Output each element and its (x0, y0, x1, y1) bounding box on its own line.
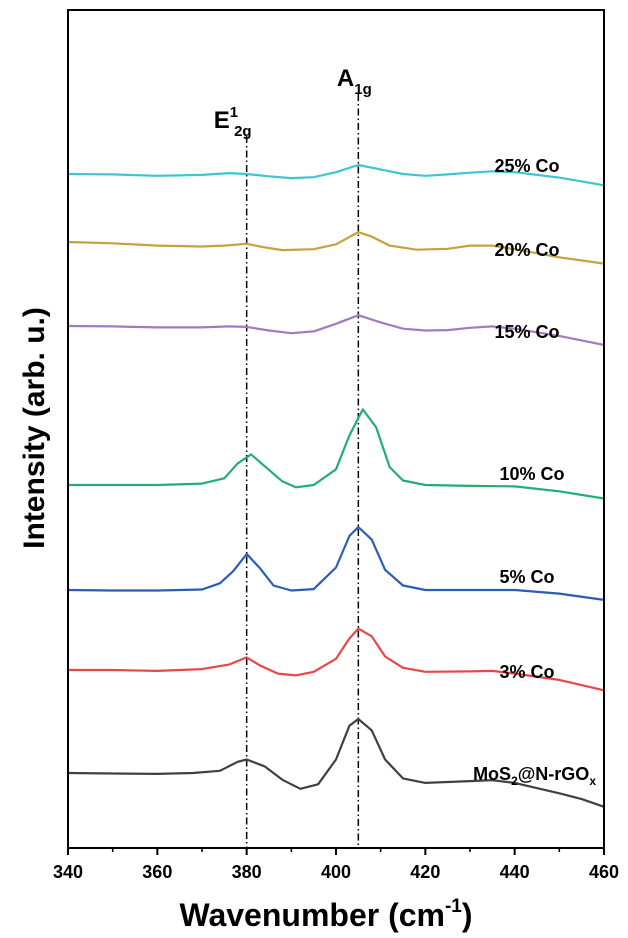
x-tick-label: 380 (232, 862, 262, 882)
x-tick-label: 460 (589, 862, 619, 882)
x-axis-title-main: Wavenumber (cm (179, 897, 445, 933)
series-label: MoS2@N-rGOx (473, 764, 596, 788)
x-tick-label: 420 (410, 862, 440, 882)
x-axis-title: Wavenumber (cm-1) (179, 896, 472, 933)
series-line (67, 231, 605, 265)
series-label: 5% Co (499, 567, 554, 587)
plot-frame (67, 9, 605, 849)
series-line (67, 314, 605, 346)
x-tick-label: 340 (53, 862, 83, 882)
peak-label-main: A (337, 65, 354, 92)
x-axis-title-sup: -1 (445, 896, 462, 917)
peak-label: E1 2g (214, 104, 252, 140)
series-labels: 25% Co 20% Co 15% Co 10% Co 5% Co 3% Co MoS2@N… (473, 156, 596, 788)
series-label-main: MoS (473, 764, 511, 784)
series-line (68, 408, 605, 500)
series-line (67, 525, 605, 601)
series-label: 25% Co (494, 156, 559, 176)
x-tick-label: 440 (500, 862, 530, 882)
series-layer (67, 163, 605, 808)
series-line (67, 163, 605, 187)
peak-label-sup: 1 (230, 104, 238, 121)
series-label-sub: 2 (511, 774, 518, 788)
series-line (67, 717, 605, 808)
series-label-sub2: x (589, 774, 596, 788)
peak-label-sub: 1g (354, 81, 372, 98)
peak-label-main: E (214, 107, 230, 134)
series-label: 15% Co (494, 322, 559, 342)
x-tick-label: 360 (142, 862, 172, 882)
x-axis-title-end: ) (462, 897, 473, 933)
peak-labels: E1 2g A1g (214, 65, 372, 140)
series-label-mid: @N-rGO (518, 764, 590, 784)
reference-lines (245, 94, 360, 848)
y-axis-title: Intensity (arb. u.) (18, 307, 51, 549)
peak-label-sub: 2g (234, 123, 252, 140)
x-axis-ticks: 340 360 380 400 420 440 460 (53, 848, 619, 882)
series-label: 3% Co (499, 662, 554, 682)
x-tick-label: 400 (321, 862, 351, 882)
series-label: 10% Co (499, 464, 564, 484)
series-label: 20% Co (494, 240, 559, 260)
series-line (68, 627, 605, 692)
peak-label: A1g (337, 65, 372, 98)
